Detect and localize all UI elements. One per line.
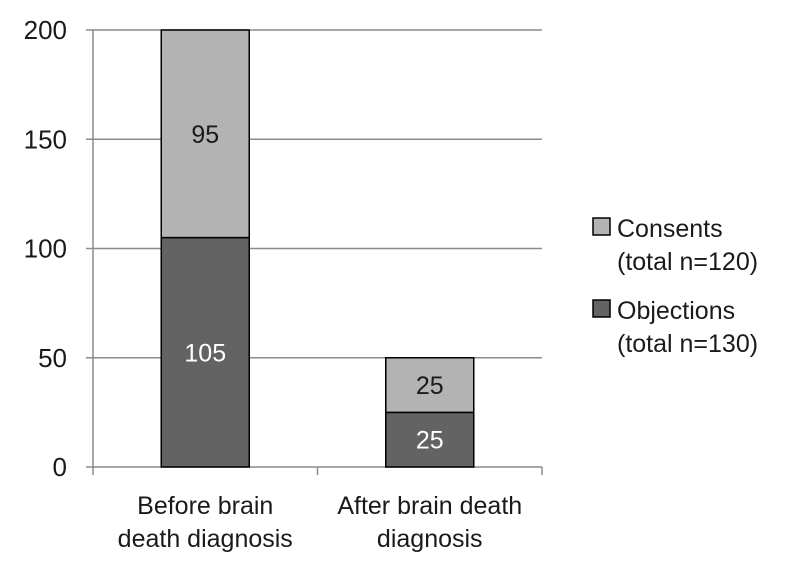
x-category-label: Before brain: [137, 492, 273, 520]
legend-label: (total n=130): [617, 330, 758, 358]
data-label: 25: [416, 427, 444, 455]
data-label: 105: [184, 339, 226, 367]
bar-segment: [160, 29, 250, 239]
x-category-label: death diagnosis: [118, 525, 293, 553]
bar-segment: [385, 411, 475, 468]
data-label: 25: [416, 372, 444, 400]
gridlines: [93, 29, 542, 359]
legend-label: Objections: [617, 297, 735, 325]
y-tick-label: 100: [24, 234, 67, 264]
data-labels: 105 95 25 25: [184, 121, 443, 455]
legend: Consents (total n=120) Objections (total n=…: [592, 215, 758, 358]
axes: 0 50 100 150 200 Before brain death diagnosis A…: [24, 15, 543, 553]
bar-segment: [160, 236, 250, 468]
bars: [160, 29, 475, 468]
legend-swatch: [592, 217, 611, 236]
bar-segment: [385, 357, 475, 414]
data-label: 95: [191, 121, 219, 149]
y-tick-label: 200: [24, 15, 67, 45]
y-tick-label: 50: [38, 343, 67, 373]
legend-swatch: [592, 299, 611, 318]
legend-label: (total n=120): [617, 248, 758, 276]
legend-label: Consents: [617, 215, 723, 243]
y-tick-label: 150: [24, 124, 67, 154]
x-category-label: After brain death: [337, 492, 522, 520]
y-tick-label: 0: [53, 452, 67, 482]
x-category-label: diagnosis: [377, 525, 483, 553]
